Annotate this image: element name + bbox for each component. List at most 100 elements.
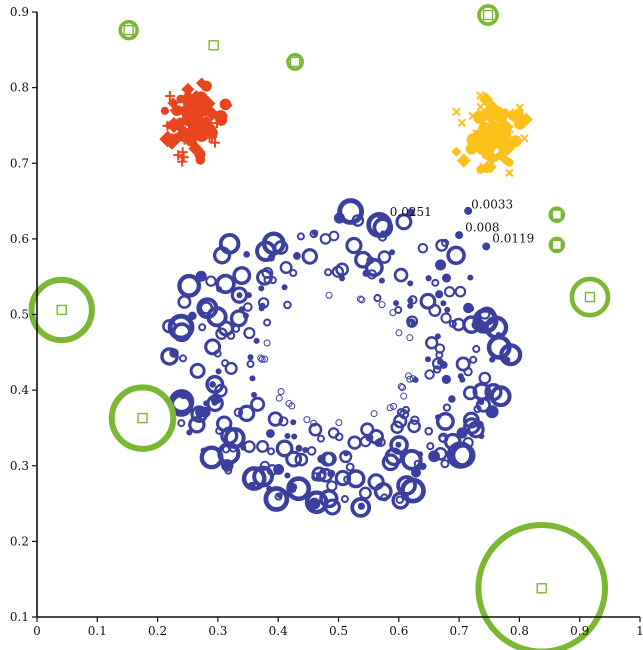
- data-point: [457, 118, 467, 127]
- data-point-stroke: [483, 108, 492, 118]
- data-point: [188, 311, 197, 321]
- data-point: [395, 495, 405, 505]
- data-point: [195, 116, 206, 128]
- data-point: [186, 429, 193, 436]
- data-point: [440, 312, 452, 324]
- data-point: [278, 416, 289, 427]
- data-point: [309, 229, 319, 239]
- data-point: [229, 309, 248, 328]
- y-tick-label: 0.1: [10, 610, 29, 624]
- data-point: [443, 286, 456, 298]
- data-point: [286, 476, 312, 502]
- data-point: [177, 273, 202, 298]
- data-point: [257, 354, 265, 362]
- data-point: [443, 432, 462, 451]
- data-point: [441, 273, 452, 283]
- data-point: [448, 395, 456, 403]
- data-point: [435, 290, 444, 299]
- data-point: [232, 266, 252, 285]
- data-point: [467, 420, 485, 439]
- data-point: [294, 452, 309, 467]
- data-point-stroke: [505, 124, 514, 134]
- data-point: [471, 133, 482, 144]
- data-point: [347, 435, 362, 450]
- y-tick-label: 0.2: [10, 534, 29, 548]
- data-point: [199, 301, 214, 315]
- outlier-point: [536, 583, 547, 594]
- outlier-ring: [118, 19, 139, 41]
- data-label: 0.0119: [492, 232, 534, 246]
- data-point: [188, 109, 199, 120]
- data-point: [290, 419, 297, 426]
- data-point: [316, 434, 325, 443]
- data-point: [400, 392, 408, 400]
- data-point: [478, 92, 494, 107]
- data-point: [419, 292, 437, 310]
- data-point: [160, 106, 169, 115]
- data-point: [277, 387, 285, 395]
- data-point: [257, 297, 270, 309]
- data-point: [407, 302, 414, 309]
- data-point: [242, 312, 249, 319]
- y-tick-label: 0.4: [10, 383, 29, 397]
- data-point: [335, 262, 350, 277]
- data-point: [184, 113, 196, 125]
- data-point: [162, 319, 177, 334]
- data-point: [435, 411, 455, 431]
- data-point: [322, 451, 337, 466]
- data-point: [389, 435, 409, 455]
- data-point: [456, 153, 471, 168]
- data-point: [177, 294, 192, 309]
- data-label: 0.0033: [471, 198, 513, 212]
- annotated-point: [406, 208, 415, 217]
- data-point: [395, 329, 403, 337]
- annotated-point: [464, 206, 473, 215]
- data-point: [350, 497, 372, 518]
- data-point: [469, 355, 478, 364]
- data-point: [267, 411, 284, 427]
- data-point: [373, 482, 393, 501]
- data-point: [381, 453, 400, 472]
- data-point: [337, 198, 365, 225]
- data-point: [478, 371, 492, 385]
- outlier-point: [551, 239, 562, 251]
- data-point: [209, 137, 220, 148]
- data-point: [266, 447, 275, 456]
- data-point: [250, 396, 266, 412]
- data-point: [290, 486, 297, 493]
- data-point: [256, 268, 273, 286]
- data-point: [173, 150, 184, 161]
- data-point: [400, 448, 423, 471]
- data-point: [346, 469, 366, 489]
- data-point-stroke: [515, 103, 525, 112]
- data-point: [214, 383, 228, 398]
- data-point: [455, 356, 471, 372]
- data-point: [238, 404, 256, 422]
- data-point: [177, 419, 186, 428]
- data-point-stroke: [479, 162, 488, 172]
- data-point: [406, 375, 414, 383]
- data-point: [472, 307, 499, 334]
- data-point-stroke: [452, 107, 461, 117]
- outlier-ring: [477, 4, 499, 26]
- x-tick-label: 0: [33, 624, 41, 638]
- data-point: [434, 343, 446, 354]
- data-point: [325, 291, 333, 299]
- data-point: [247, 354, 254, 361]
- data-point: [370, 410, 378, 418]
- data-point: [224, 361, 238, 375]
- x-tick-label: 0.2: [148, 624, 167, 638]
- data-point: [198, 323, 207, 332]
- data-point: [327, 427, 340, 439]
- outlier-ring: [475, 521, 609, 650]
- data-point: [188, 416, 206, 434]
- data-point: [441, 238, 450, 247]
- data-point: [451, 317, 466, 332]
- data-point: [407, 419, 421, 434]
- data-point: [258, 285, 265, 292]
- data-point: [279, 261, 293, 274]
- x-tick-label: 0.4: [269, 624, 288, 638]
- data-point: [358, 486, 372, 500]
- data-point-stroke: [476, 91, 485, 100]
- data-point: [486, 142, 496, 151]
